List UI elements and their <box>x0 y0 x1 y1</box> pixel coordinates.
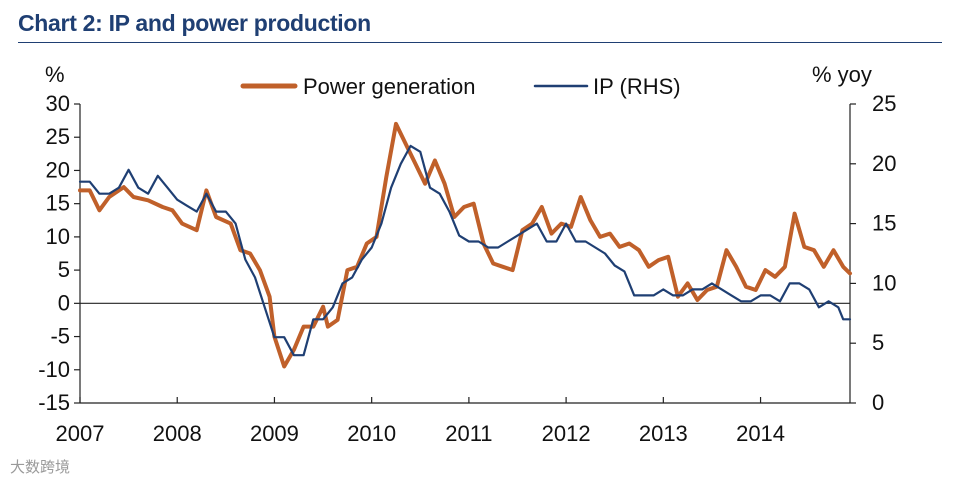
left-axis-tick-label: 25 <box>46 124 70 149</box>
left-axis-tick-label: 20 <box>46 157 70 182</box>
title-divider <box>18 42 942 43</box>
left-axis-tick-label: 30 <box>46 91 70 116</box>
x-axis-tick-label: 2011 <box>445 421 492 446</box>
x-axis-tick-label: 2013 <box>639 421 688 446</box>
x-axis-tick-label: 2012 <box>542 421 591 446</box>
x-axis-tick-label: 2007 <box>56 421 105 446</box>
chart-title: Chart 2: IP and power production <box>18 10 371 36</box>
chart-series <box>78 121 852 369</box>
chart-legend: Power generation IP (RHS) <box>240 74 681 99</box>
right-axis-tick-label: 10 <box>872 270 896 295</box>
watermark: 大数跨境 <box>10 458 71 476</box>
x-axis-tick-label: 2014 <box>736 421 785 446</box>
right-axis-tick-label: 25 <box>872 91 896 116</box>
x-axis-tick-label: 2010 <box>347 421 396 446</box>
left-axis-tick-label: 5 <box>58 257 70 282</box>
x-axis-tick-label: 2008 <box>153 421 202 446</box>
right-axis-unit: % yoy <box>812 62 872 87</box>
left-axis-tick-label: 10 <box>46 224 70 249</box>
left-axis-unit: % <box>45 62 65 87</box>
legend-label: IP (RHS) <box>593 74 681 99</box>
left-axis-tick-label: -5 <box>50 324 70 349</box>
series-line-ip <box>78 144 852 357</box>
chart-axes: -15 -10 -5 0 5 10 15 20 25 30 0 5 10 15 20 25 2007 2008 20… <box>38 91 896 446</box>
left-axis-tick-label: 15 <box>46 191 70 216</box>
right-axis-tick-label: 5 <box>872 330 884 355</box>
right-axis-tick-label: 20 <box>872 151 896 176</box>
legend-label: Power generation <box>303 74 475 99</box>
x-axis-tick-label: 2009 <box>250 421 299 446</box>
left-axis-tick-label: 0 <box>58 290 70 315</box>
left-axis-tick-label: -15 <box>38 390 70 415</box>
left-axis-tick-label: -10 <box>38 357 70 382</box>
right-axis-tick-label: 0 <box>872 390 884 415</box>
series-line-power-generation <box>78 121 852 369</box>
right-axis-tick-label: 15 <box>872 211 896 236</box>
